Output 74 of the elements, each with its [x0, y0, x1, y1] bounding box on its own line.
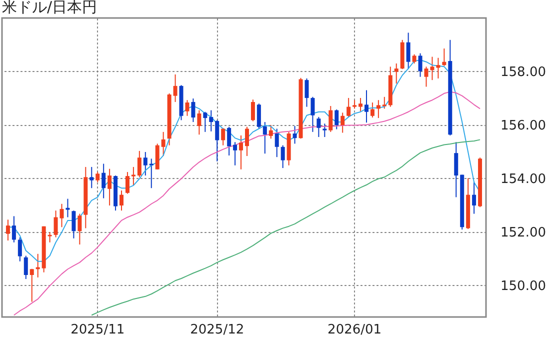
- candlestick: [370, 102, 374, 118]
- candlestick: [256, 103, 261, 130]
- candlestick: [310, 96, 315, 132]
- candlestick: [12, 216, 16, 243]
- x-tick-label: 2025/12: [190, 322, 244, 338]
- candlestick: [173, 74, 178, 102]
- candlestick: [96, 172, 100, 183]
- y-tick-label: 150.00: [500, 278, 546, 294]
- candlestick: [221, 127, 226, 146]
- y-tick-label: 156.00: [500, 118, 546, 134]
- candlestick: [203, 111, 208, 132]
- x-tick-label: 2026/01: [328, 322, 382, 338]
- candlestick: [364, 90, 368, 124]
- candlestick: [322, 123, 327, 138]
- line-series: [13, 91, 481, 316]
- candlestick: [6, 219, 10, 242]
- candlestick: [280, 144, 285, 169]
- candlestick: [185, 100, 190, 116]
- candlestick: [454, 142, 458, 198]
- candlestick: [340, 112, 345, 134]
- candlestick: [209, 110, 214, 132]
- chart-title: 米ドル/日本円: [2, 0, 98, 16]
- y-tick-label: 154.00: [500, 172, 546, 187]
- candlestick: [137, 150, 142, 178]
- candlestick: [125, 172, 130, 194]
- candlestick: [54, 210, 58, 238]
- candlestick: [328, 105, 333, 132]
- candlestick: [30, 268, 34, 302]
- candlestick: [472, 180, 476, 214]
- candlestick: [274, 128, 279, 158]
- candlestick: [78, 213, 82, 246]
- candlestick: [442, 48, 446, 66]
- candlestick: [149, 158, 154, 189]
- x-tick-label: 2025/11: [70, 322, 125, 338]
- candlestick: [262, 122, 267, 154]
- candlestick: [334, 108, 339, 130]
- candlestick: [376, 100, 380, 119]
- candlestick: [316, 116, 321, 138]
- candlestick: [18, 236, 22, 262]
- candlestick: [292, 126, 297, 144]
- candlestick: [143, 151, 148, 176]
- candlestick: [227, 126, 232, 156]
- candlestick: [239, 134, 244, 170]
- candlestick: [424, 66, 428, 88]
- candlestick: [131, 166, 136, 186]
- candlestick: [60, 203, 64, 228]
- candlestick: [66, 198, 70, 218]
- candlestick: [90, 166, 94, 189]
- candlestick: [412, 54, 416, 64]
- candlestick: [430, 56, 434, 81]
- candlestick: [72, 210, 76, 239]
- candlestick: [120, 190, 124, 212]
- candlestick: [161, 131, 166, 156]
- candlestick: [191, 98, 196, 123]
- candlestick: [215, 120, 220, 162]
- candlestick: [436, 57, 440, 79]
- candlestick: [268, 124, 273, 140]
- candlestick: [418, 52, 422, 78]
- y-tick-label: 158.00: [500, 64, 546, 80]
- candlestick: [108, 168, 112, 206]
- candlestick: [244, 126, 249, 156]
- candlestick: [346, 97, 351, 118]
- candlestick: [394, 62, 398, 84]
- candlestick: [233, 142, 238, 166]
- candlestick: [102, 163, 106, 199]
- candlestick: [406, 32, 410, 70]
- candlestick: [304, 78, 309, 108]
- candlestick: [24, 255, 28, 280]
- candlestick: [250, 99, 255, 122]
- candlestick: [382, 96, 386, 110]
- candlestick: [358, 97, 363, 112]
- line-series: [91, 139, 481, 316]
- y-tick-label: 152.00: [500, 225, 546, 240]
- candlestick: [197, 110, 202, 136]
